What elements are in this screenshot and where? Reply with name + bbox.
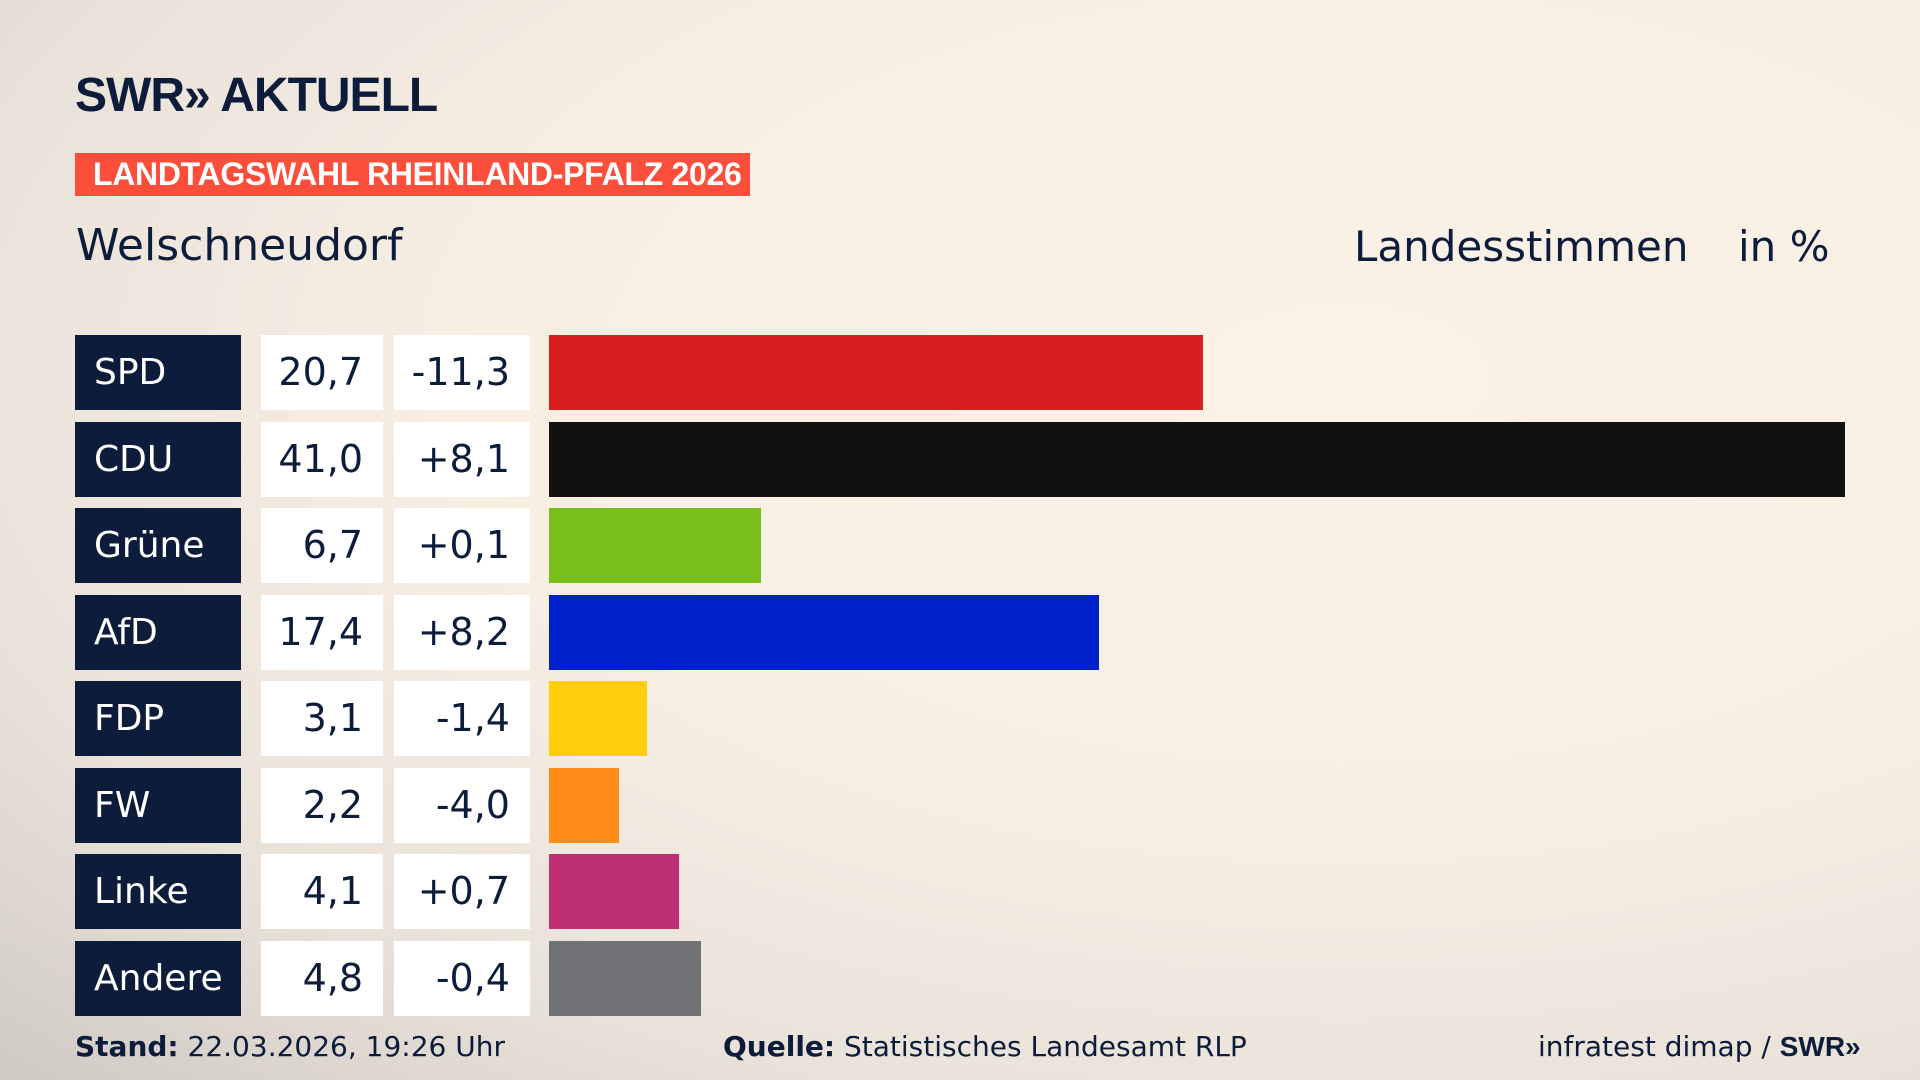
value-label: 4,1 [261,854,383,929]
diff-label: -1,4 [394,681,530,756]
timestamp: Stand: 22.03.2026, 19:26 Uhr [75,1030,505,1063]
value-label: 20,7 [261,335,383,410]
party-label: CDU [75,421,241,497]
result-row: AfD 17,4 +8,2 [0,594,1920,670]
stand-value: 22.03.2026, 19:26 Uhr [187,1030,505,1063]
diff-label: -11,3 [394,335,530,410]
result-row: Andere 4,8 -0,4 [0,940,1920,1016]
result-row: FW 2,2 -4,0 [0,767,1920,843]
place-title: Welschneudorf [76,220,403,271]
party-label: FDP [75,681,241,756]
diff-label: +0,7 [394,854,530,929]
unit-label: in % [1738,222,1830,271]
source: Quelle: Statistisches Landesamt RLP [723,1030,1247,1063]
source-value: Statistisches Landesamt RLP [844,1030,1247,1063]
bar [549,681,647,756]
result-row: CDU 41,0 +8,1 [0,421,1920,497]
source-label: Quelle: [723,1030,836,1063]
value-label: 2,2 [261,767,383,843]
bar [549,335,1204,410]
vote-type-label: Landesstimmen [1354,222,1689,271]
swr-aktuell-logo: SWR» AKTUELL [75,69,438,122]
credit-text: infratest dimap / [1538,1030,1780,1063]
diff-label: +8,1 [394,421,530,497]
party-label: AfD [75,594,241,670]
bar [549,508,761,583]
bar [549,421,1845,497]
party-label: Linke [75,854,241,929]
bar [549,854,679,929]
swr-logo: SWR» [1779,1031,1861,1062]
result-row: SPD 20,7 -11,3 [0,335,1920,410]
result-row: Grüne 6,7 +0,1 [0,508,1920,583]
diff-label: +0,1 [394,508,530,583]
bar [549,940,701,1016]
value-label: 4,8 [261,940,383,1016]
election-banner: LANDTAGSWAHL RHEINLAND-PFALZ 2026 [75,153,750,196]
diff-label: -0,4 [394,940,530,1016]
value-label: 6,7 [261,508,383,583]
diff-label: -4,0 [394,767,530,843]
result-row: Linke 4,1 +0,7 [0,854,1920,929]
party-label: FW [75,767,241,843]
bar [549,767,619,843]
result-row: FDP 3,1 -1,4 [0,681,1920,756]
party-label: SPD [75,335,241,410]
stand-label: Stand: [75,1030,179,1063]
diff-label: +8,2 [394,594,530,670]
party-label: Andere [75,940,241,1016]
value-label: 17,4 [261,594,383,670]
party-label: Grüne [75,508,241,583]
credit: infratest dimap / SWR» [1538,1030,1861,1063]
value-label: 41,0 [261,421,383,497]
value-label: 3,1 [261,681,383,756]
bar [549,594,1099,670]
